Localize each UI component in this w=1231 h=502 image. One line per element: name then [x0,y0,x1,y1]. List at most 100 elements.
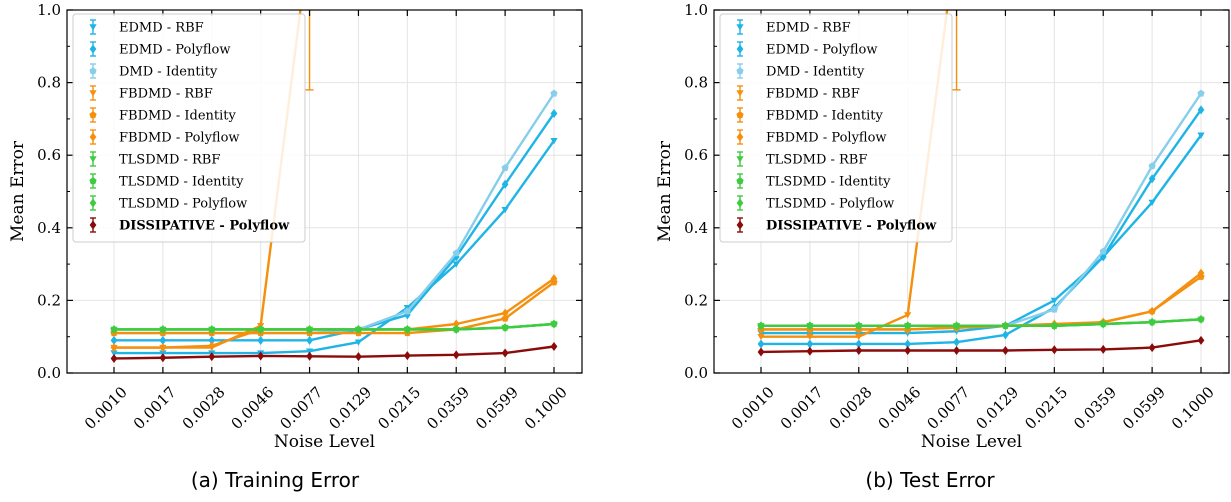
data-point [1148,199,1156,206]
data-point [855,321,863,331]
data-point [550,89,558,97]
legend-label: FBDMD - RBF [766,87,860,102]
legend-marker [736,111,744,119]
data-point [110,335,118,345]
legend-label: DMD - Identity [766,65,865,80]
x-tick-label: 0.0215 [1021,383,1071,433]
data-point [257,335,265,345]
legend-marker [89,111,97,119]
legend-entry: DISSIPATIVE - Polyflow [736,217,937,234]
data-point [208,324,216,334]
legend-marker [89,44,97,54]
legend-entry: DMD - Identity [89,63,218,80]
data-point [1197,268,1205,278]
x-tick-label: 0.0077 [277,383,327,433]
data-point [208,341,216,351]
legend-marker [89,24,97,31]
data-point [806,339,814,349]
series-8 [757,314,1205,331]
data-point [806,346,814,356]
legend-label: TLSDMD - Polyflow [766,197,894,212]
data-point [1050,305,1058,313]
legend-marker [89,90,97,97]
legend-label: TLSDMD - RBF [119,153,220,168]
axes-frame [713,9,1230,374]
x-tick-label: 0.0599 [472,383,522,433]
data-point [904,339,912,349]
series-line [761,318,1202,328]
axes-frame [66,9,583,374]
x-tick-label: 0.0028 [179,383,229,433]
x-tick-label: 0.0359 [423,383,473,433]
data-point [501,179,509,189]
data-point [501,348,509,358]
data-point [159,343,167,353]
data-point [452,319,460,329]
data-point [159,353,167,363]
data-point [953,337,960,347]
data-point [1050,297,1058,304]
data-point [1148,174,1156,184]
legend-entry: FBDMD - RBF [736,85,860,102]
data-point [1099,247,1107,255]
data-point [757,321,765,331]
data-point [550,108,558,118]
x-tick-label: 0.0028 [826,383,876,433]
legend-entry: TLSDMD - Identity [736,173,891,190]
legend-marker [89,177,97,185]
y-tick-label: 0.4 [37,219,61,237]
series-line [113,345,555,360]
legend-marker [736,24,744,31]
legend-entry: FBDMD - RBF [89,85,213,102]
legend-label: EDMD - Polyflow [766,43,877,58]
legend-label: TLSDMD - Polyflow [119,197,247,212]
legend-marker [736,132,744,142]
data-point [208,352,216,362]
legend-marker [736,177,744,185]
legend-entry: FBDMD - Polyflow [736,129,887,146]
series-line [761,275,1202,331]
legend: EDMD - RBF EDMD - Polyflow DMD - Identity F… [719,13,953,243]
legend-label: TLSDMD - Identity [766,175,891,190]
legend-box [719,13,953,243]
data-point [1050,321,1058,331]
legend-label: DISSIPATIVE - Polyflow [119,219,290,234]
legend-entry: TLSDMD - RBF [89,151,220,168]
data-point [452,350,460,360]
legend-label: FBDMD - RBF [119,87,213,102]
legend-marker [89,156,97,163]
data-point [110,324,118,334]
data-point [110,353,118,363]
x-axis-title: Noise Level [274,432,375,452]
legend-entry: FBDMD - Polyflow [89,129,240,146]
data-point [306,351,313,361]
data-point [159,324,167,334]
data-point [1148,317,1156,327]
data-point [1197,89,1205,97]
legend-label: TLSDMD - Identity [119,175,244,190]
plot-area [757,10,1205,357]
legend-entry: TLSDMD - RBF [736,151,867,168]
series-8 [110,319,558,334]
legend-label: FBDMD - Polyflow [119,131,240,146]
data-point [159,335,167,345]
y-tick-label: 0.8 [684,74,708,92]
legend-entry: DISSIPATIVE - Polyflow [89,217,290,234]
data-point [904,321,912,331]
y-axis-title: Mean Error [655,140,675,242]
legend-label: TLSDMD - RBF [766,153,867,168]
y-tick-label: 0.0 [37,364,61,382]
y-tick-label: 1.0 [684,1,708,19]
legend-marker [89,220,97,230]
data-point [305,348,314,355]
data-point [806,321,814,331]
x-axis-title: Noise Level [921,432,1022,452]
series-line [114,277,555,349]
y-tick-label: 0.4 [684,219,708,237]
data-point [757,339,765,349]
data-point [550,319,558,329]
y-tick-label: 0.6 [37,146,61,164]
legend-entry: TLSDMD - Identity [89,173,244,190]
data-point [1148,162,1156,170]
x-tick-label: 0.0010 [728,383,778,433]
